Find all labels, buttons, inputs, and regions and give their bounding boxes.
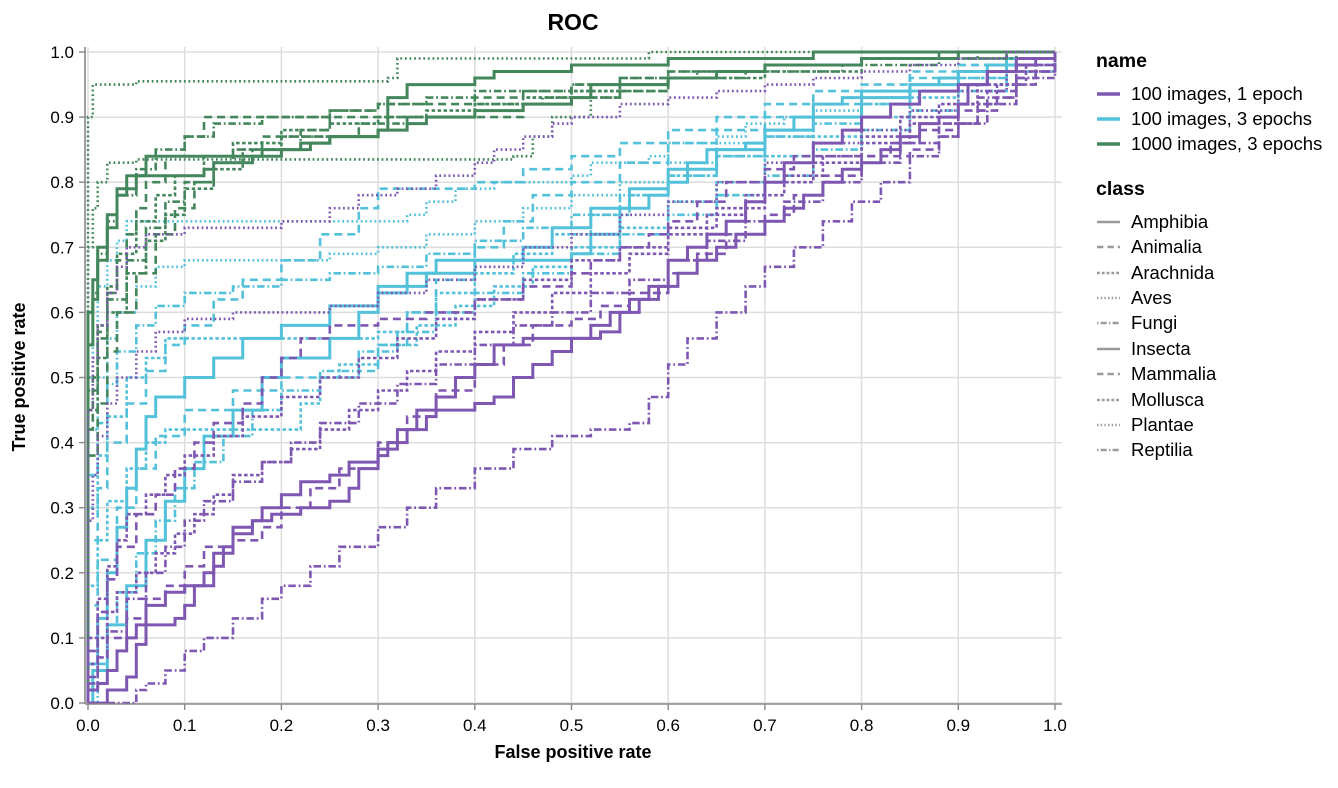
x-tick-label: 0.1 [173, 716, 197, 735]
roc-curve-reptilia-1001 [86, 52, 1057, 703]
y-tick-label: 0.9 [50, 108, 74, 127]
legend-swatch-line-icon [1097, 117, 1120, 121]
roc-curve-amphibia-1001 [86, 52, 1057, 703]
legend-class-entry: Aves [1096, 285, 1336, 310]
legend-class-entry: Fungi [1096, 311, 1336, 336]
y-tick-label: 0.3 [50, 499, 74, 518]
legend-class-entry: Amphibia [1096, 209, 1336, 234]
legend: name 100 images, 1 epoch 100 images, 3 ep… [1096, 50, 1336, 463]
legend-entry-label: Mammalia [1131, 363, 1217, 385]
legend-class-entry: Reptilia [1096, 438, 1336, 463]
legend-name-entries: 100 images, 1 epoch 100 images, 3 epochs 1… [1096, 81, 1336, 157]
legend-entry-label: 100 images, 3 epochs [1131, 108, 1313, 130]
legend-name-entry: 1000 images, 3 epochs [1096, 132, 1336, 157]
y-tick-label: 0.2 [50, 564, 74, 583]
y-tick-label: 0.8 [50, 173, 74, 192]
chart-title: ROC [547, 9, 598, 35]
legend-swatch-line-icon [1097, 398, 1120, 401]
legend-swatch-line-icon [1097, 91, 1120, 96]
legend-class-entry: Animalia [1096, 235, 1336, 260]
x-tick-label: 0.0 [76, 716, 100, 735]
y-tick-label: 0.4 [50, 434, 74, 453]
legend-swatch-line-icon [1097, 271, 1120, 274]
legend-entry-label: Reptilia [1131, 439, 1193, 461]
y-tick-label: 0.0 [50, 694, 74, 713]
roc-curve-insecta-10003 [86, 50, 1055, 703]
legend-name-entry: 100 images, 3 epochs [1096, 106, 1336, 131]
legend-entry-label: Insecta [1131, 337, 1191, 359]
x-tick-label: 1.0 [1043, 716, 1067, 735]
roc-curve-fungi-10003 [86, 50, 1055, 703]
legend-swatch-line-icon [1097, 322, 1120, 325]
legend-swatch-line-icon [1097, 296, 1120, 300]
legend-swatch-line-icon [1097, 449, 1120, 452]
legend-class-entry: Arachnida [1096, 260, 1336, 285]
legend-swatch-line-icon [1097, 423, 1120, 427]
x-tick-label: 0.7 [753, 716, 777, 735]
y-tick-label: 1.0 [50, 43, 74, 62]
legend-class-entry: Mollusca [1096, 387, 1336, 412]
y-axis-title: True positive rate [9, 302, 29, 451]
roc-curve-mollusca-1001 [86, 52, 1057, 703]
y-tick-label: 0.1 [50, 629, 74, 648]
roc-curve-reptilia-10003 [86, 50, 1055, 703]
legend-entry-label: Aves [1131, 287, 1172, 309]
x-tick-label: 0.9 [946, 716, 970, 735]
roc-curve-plantae-10003 [86, 50, 1055, 703]
legend-entry-label: Animalia [1131, 236, 1202, 258]
legend-swatch-line-icon [1097, 245, 1120, 249]
roc-curve-mammalia-1003 [86, 52, 1057, 703]
series-layer [86, 50, 1057, 705]
legend-name-title: name [1096, 50, 1147, 72]
legend-entry-label: 100 images, 1 epoch [1131, 82, 1303, 104]
legend-entry-label: Mollusca [1131, 388, 1204, 410]
legend-entry-label: Plantae [1131, 413, 1194, 435]
legend-class-entry: Mammalia [1096, 362, 1336, 387]
legend-entry-label: Fungi [1131, 312, 1178, 334]
roc-curve-arachnida-1003 [86, 52, 1057, 703]
legend-entry-label: 1000 images, 3 epochs [1131, 133, 1323, 155]
roc-curve-aves-1001 [86, 50, 1055, 703]
legend-swatch-line-icon [1097, 220, 1120, 224]
roc-curve-fungi-1003 [86, 52, 1057, 703]
x-tick-label: 0.4 [463, 716, 487, 735]
x-tick-label: 0.6 [656, 716, 680, 735]
x-tick-label: 0.5 [560, 716, 584, 735]
x-tick-label: 0.2 [270, 716, 294, 735]
legend-class-entry: Insecta [1096, 336, 1336, 361]
roc-curve-fungi-1001 [88, 52, 1057, 705]
x-axis-title: False positive rate [494, 742, 651, 762]
y-tick-label: 0.5 [50, 369, 74, 388]
x-tick-label: 0.8 [850, 716, 874, 735]
legend-name-entry: 100 images, 1 epoch [1096, 81, 1336, 106]
y-tick-label: 0.7 [50, 238, 74, 257]
legend-swatch-line-icon [1097, 142, 1120, 147]
roc-curve-mammalia-1001 [86, 52, 1057, 703]
legend-swatch-line-icon [1097, 347, 1120, 351]
legend-entry-label: Arachnida [1131, 261, 1215, 283]
legend-class-entries: Amphibia Animalia Arachnida Aves Fungi Insect… [1096, 209, 1336, 463]
y-tick-label: 0.6 [50, 303, 74, 322]
x-tick-label: 0.3 [366, 716, 390, 735]
roc-curve-plantae-1001 [86, 52, 1057, 703]
legend-class-title: class [1096, 178, 1145, 201]
legend-class-entry: Plantae [1096, 412, 1336, 437]
grid-layer [85, 47, 1062, 704]
legend-entry-label: Amphibia [1131, 210, 1209, 232]
legend-swatch-line-icon [1097, 372, 1120, 376]
axis-layer: 0.0 0.1 0.2 0.3 0.4 0.5 0.6 0.7 0.8 0.9 1.0 0.0 0.1 0… [50, 43, 1066, 735]
